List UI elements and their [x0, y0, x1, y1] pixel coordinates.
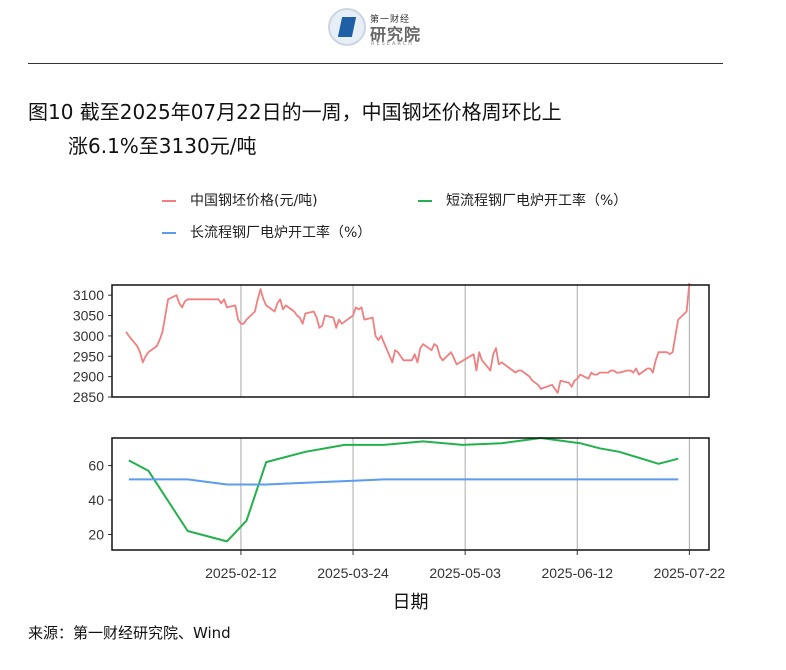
- y-tick-label-price: 3100: [73, 287, 104, 303]
- source-note: 来源：第一财经研究院、Wind: [28, 624, 231, 642]
- y-tick-label-price: 3000: [73, 328, 104, 344]
- plot-area-rate: [112, 438, 709, 550]
- legend-swatch-price: [162, 200, 176, 202]
- logo-badge-icon: [328, 8, 366, 46]
- logo-main-text: 研究院: [370, 25, 422, 44]
- x-axis-label: 日期: [393, 592, 429, 613]
- plot-area-price: [112, 285, 709, 397]
- legend-swatch-long: [162, 232, 176, 234]
- figure-title-line2: 涨6.1%至3130元/吨: [68, 134, 257, 158]
- x-tick-label: 2025-03-24: [317, 565, 389, 581]
- legend-label-price: 中国钢坯价格(元/吨): [190, 193, 318, 209]
- logo: 第一财经 研究院 RESEARCH: [328, 6, 448, 50]
- logo-small-text: 第一财经: [370, 15, 411, 25]
- y-tick-label-rate: 40: [88, 492, 104, 508]
- x-tick-label: 2025-02-12: [205, 565, 277, 581]
- x-tick-label: 2025-05-03: [429, 565, 501, 581]
- x-tick-label: 2025-07-22: [654, 565, 726, 581]
- legend-item-long: 长流程钢厂电炉开工率（%）: [162, 222, 371, 242]
- figure-title-line1: 图10 截至2025年07月22日的一周，中国钢坯价格周环比上: [28, 100, 562, 124]
- legend-label-short: 短流程钢厂电炉开工率（%）: [446, 193, 628, 209]
- series-line-rate-0: [128, 437, 679, 543]
- legend-item-short: 短流程钢厂电炉开工率（%）: [418, 190, 627, 210]
- y-tick-label-price: 3050: [73, 308, 104, 324]
- y-tick-label-rate: 20: [88, 526, 104, 542]
- series-line-price-0: [125, 282, 691, 394]
- y-tick-label-price: 2900: [73, 369, 104, 385]
- legend-label-long: 长流程钢厂电炉开工率（%）: [190, 225, 372, 241]
- y-tick-label-price: 2850: [73, 389, 104, 405]
- plot-frame-price: [111, 284, 710, 398]
- legend-item-price: 中国钢坯价格(元/吨): [162, 190, 318, 210]
- x-tick-label: 2025-06-12: [541, 565, 613, 581]
- header-divider: [28, 63, 723, 64]
- y-tick-label-price: 2950: [73, 348, 104, 364]
- logo-sub-text: RESEARCH: [371, 41, 414, 47]
- plot-frame-rate: [111, 437, 710, 551]
- y-tick-label-rate: 60: [88, 458, 104, 474]
- series-line-rate-1: [128, 478, 679, 486]
- legend-swatch-short: [418, 200, 432, 202]
